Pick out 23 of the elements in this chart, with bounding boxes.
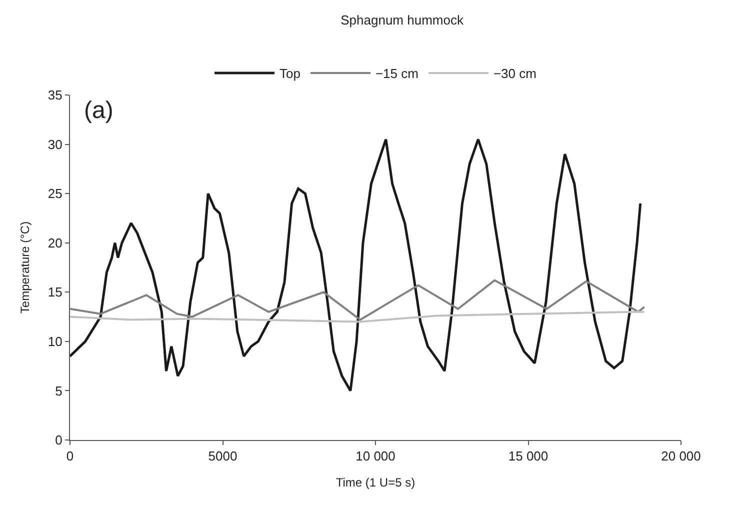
x-tick-label: 5000	[208, 448, 238, 464]
y-tick-label: 30	[48, 136, 62, 152]
x-tick-label: 20 000	[661, 448, 701, 464]
chart-title: Sphagnum hummock	[340, 12, 464, 28]
y-tick-label: 0	[55, 432, 62, 448]
y-tick-label: 25	[48, 186, 62, 202]
legend-label: −30 cm	[493, 66, 536, 82]
y-tick-label: 20	[48, 235, 62, 250]
x-tick-label: 0	[66, 448, 74, 464]
legend-label: Top	[280, 66, 300, 82]
legend-label: −15 cm	[375, 66, 418, 82]
x-axis-title: Time (1 U=5 s)	[336, 476, 416, 490]
y-axis-title: Temperature (°C)	[18, 221, 32, 314]
y-tick-label: 15	[48, 284, 62, 300]
line-series	[70, 138, 642, 392]
y-tick-label: 10	[48, 334, 62, 349]
x-tick-label: 15 000	[508, 448, 548, 464]
x-tick-label: 10 000	[356, 448, 396, 464]
line-series	[70, 279, 646, 321]
y-tick-label: 5	[55, 383, 62, 398]
line-series	[70, 310, 646, 323]
y-tick-label: 35	[48, 88, 62, 103]
annotation: (a)	[84, 97, 114, 124]
